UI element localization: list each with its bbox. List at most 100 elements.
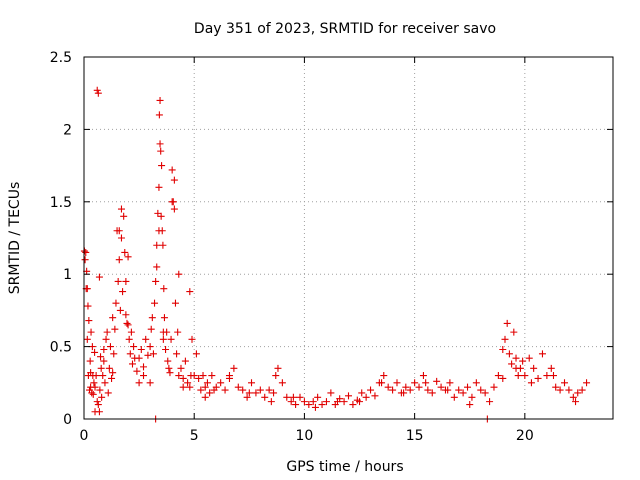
data-point [88, 389, 96, 397]
data-point [534, 374, 542, 382]
data-point [93, 86, 101, 94]
data-point [119, 288, 127, 296]
axis-ticks [83, 56, 613, 420]
data-point [311, 403, 319, 411]
data-point [433, 377, 441, 385]
data-point [333, 398, 341, 406]
data-point [530, 364, 538, 372]
data-point [450, 393, 458, 401]
data-point [140, 363, 148, 371]
data-point [97, 364, 105, 372]
data-point [572, 398, 580, 406]
data-point [152, 277, 160, 285]
data-point [153, 241, 161, 249]
data-point [153, 263, 161, 271]
data-point [122, 277, 130, 285]
data-point [106, 343, 114, 351]
data-point [356, 398, 364, 406]
data-point [88, 343, 96, 351]
data-point [402, 383, 410, 391]
data-point [278, 379, 286, 387]
data-point [91, 348, 99, 356]
data-point [100, 345, 108, 353]
data-point [192, 350, 200, 358]
data-point [521, 372, 529, 380]
y-tick-label: 1.5 [50, 195, 72, 211]
data-point [102, 335, 110, 343]
data-point [184, 379, 192, 387]
data-point [101, 379, 109, 387]
data-point [543, 372, 551, 380]
data-point [358, 389, 366, 397]
data-point [104, 389, 112, 397]
data-point [261, 393, 269, 401]
data-point [556, 386, 564, 394]
data-point [186, 288, 194, 296]
data-point [179, 383, 187, 391]
data-point [124, 321, 132, 329]
data-point [380, 372, 388, 380]
data-point [411, 379, 419, 387]
data-point [91, 383, 99, 391]
data-point [468, 393, 476, 401]
data-point [148, 314, 156, 322]
data-point [499, 345, 507, 353]
y-tick-label: 0 [63, 412, 72, 428]
data-point [109, 314, 117, 322]
data-point [208, 372, 216, 380]
data-point [125, 335, 133, 343]
data-point [100, 357, 108, 365]
data-point [201, 383, 209, 391]
data-point [349, 401, 357, 409]
data-point [117, 234, 125, 242]
data-point [93, 398, 101, 406]
data-point [133, 367, 141, 375]
data-point [174, 328, 182, 336]
data-point [109, 369, 117, 377]
data-point [115, 256, 123, 264]
y-tick-label: 1 [63, 267, 72, 283]
data-point [112, 299, 120, 307]
data-point [243, 393, 251, 401]
data-point [155, 227, 163, 235]
data-point [270, 389, 278, 397]
data-point [147, 325, 155, 333]
data-point [160, 285, 168, 293]
data-point [82, 248, 90, 256]
data-point [512, 354, 520, 362]
data-point [87, 369, 95, 377]
data-point [503, 319, 511, 327]
data-point [217, 379, 225, 387]
data-point [156, 140, 164, 148]
data-point [199, 372, 207, 380]
data-point [287, 398, 295, 406]
data-point [267, 398, 275, 406]
data-point [569, 393, 577, 401]
data-point [490, 383, 498, 391]
data-point [168, 166, 176, 174]
data-point [296, 393, 304, 401]
data-point [561, 379, 569, 387]
data-point [130, 343, 138, 351]
data-point [91, 408, 99, 416]
data-point [265, 386, 273, 394]
data-point [159, 328, 167, 336]
data-point [212, 383, 220, 391]
data-point [159, 335, 167, 343]
data-point [117, 205, 125, 213]
plot-frame [83, 56, 614, 420]
data-point [437, 383, 445, 391]
data-point [98, 393, 106, 401]
data-point [389, 386, 397, 394]
data-point [154, 209, 162, 217]
data-point [256, 386, 264, 394]
data-point [167, 335, 175, 343]
data-point [422, 379, 430, 387]
data-point [565, 386, 573, 394]
data-point [512, 364, 520, 372]
data-point [340, 398, 348, 406]
data-point [419, 372, 427, 380]
data-point [94, 89, 102, 97]
data-point [171, 299, 179, 307]
data-point [203, 379, 211, 387]
